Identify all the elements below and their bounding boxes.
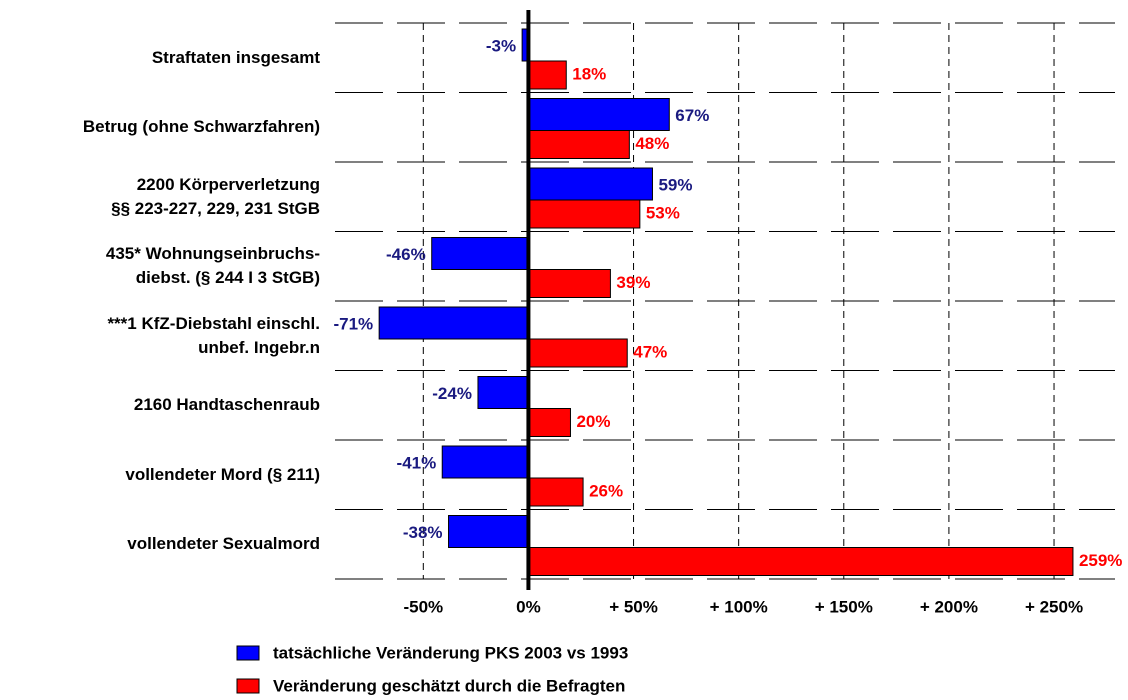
category-label: ***1 KfZ-Diebstahl einschl. unbef. Ingeb… xyxy=(107,313,320,357)
value-label: -71% xyxy=(333,314,373,333)
x-tick-label: -50% xyxy=(403,597,443,616)
value-label: -3% xyxy=(486,36,516,55)
bar xyxy=(431,237,529,270)
bar xyxy=(527,98,670,131)
value-label: 67% xyxy=(675,106,709,125)
legend-swatch xyxy=(236,678,260,694)
x-tick-label: + 100% xyxy=(710,597,768,616)
bar xyxy=(527,130,630,159)
bar xyxy=(448,515,529,548)
legend-swatch xyxy=(236,645,260,661)
category-label: 2160 Handtaschenraub xyxy=(133,395,320,415)
value-label: 259% xyxy=(1079,551,1122,570)
legend-label: tatsächliche Veränderung PKS 2003 vs 199… xyxy=(273,643,628,662)
x-tick-label: + 150% xyxy=(815,597,873,616)
category-label: 2200 Körperverletzung §§ 223-227, 229, 2… xyxy=(111,174,320,218)
value-label: 48% xyxy=(635,134,669,153)
category-label: vollendeter Mord (§ 211) xyxy=(125,464,320,484)
value-label: 47% xyxy=(633,342,667,361)
value-label: -38% xyxy=(403,523,443,542)
bar xyxy=(527,338,628,368)
value-label: 18% xyxy=(572,64,606,83)
bar xyxy=(527,199,641,229)
bar xyxy=(527,167,653,201)
bar xyxy=(527,477,584,507)
bar xyxy=(527,408,571,437)
bar xyxy=(477,376,529,409)
category-label: vollendeter Sexualmord xyxy=(127,534,320,554)
category-label: Betrug (ohne Schwarzfahren) xyxy=(82,117,320,137)
category-label: Straftaten insgesamt xyxy=(151,47,320,67)
value-label: 20% xyxy=(576,412,610,431)
x-tick-label: + 250% xyxy=(1025,597,1083,616)
x-tick-label: + 200% xyxy=(920,597,978,616)
value-label: -46% xyxy=(386,245,426,264)
category-label: 435* Wohnungseinbruchs- diebst. (§ 244 I… xyxy=(105,244,320,288)
bar xyxy=(441,445,529,479)
value-label: -41% xyxy=(397,453,437,472)
bar xyxy=(527,269,611,298)
legend-label: Veränderung geschätzt durch die Befragte… xyxy=(273,676,625,695)
value-label: -24% xyxy=(432,384,472,403)
value-label: 39% xyxy=(616,273,650,292)
value-label: 59% xyxy=(658,175,692,194)
x-tick-label: + 50% xyxy=(609,597,658,616)
bar xyxy=(378,306,529,340)
x-tick-label: 0% xyxy=(516,597,541,616)
value-label: 53% xyxy=(646,203,680,222)
bar xyxy=(527,60,567,90)
value-label: 26% xyxy=(589,481,623,500)
bar xyxy=(527,547,1074,576)
